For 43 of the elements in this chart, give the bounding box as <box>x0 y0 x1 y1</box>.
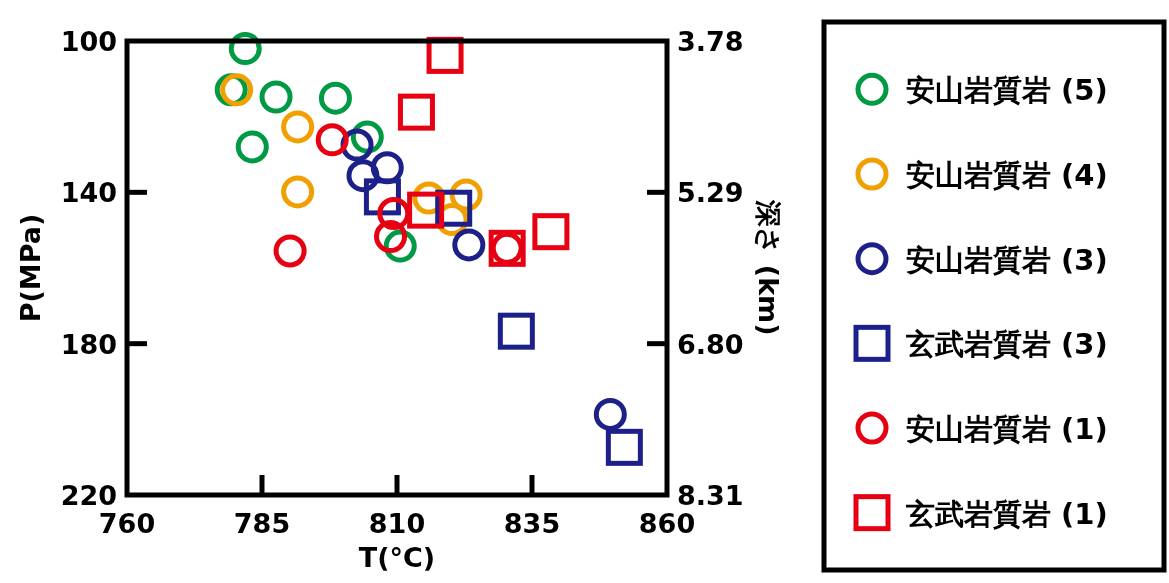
point <box>235 130 269 164</box>
y2-tick-label: 3.78 <box>677 26 744 57</box>
y-tick-label: 180 <box>60 328 117 360</box>
point <box>605 428 643 466</box>
point <box>259 80 293 114</box>
point <box>273 234 307 268</box>
point <box>346 159 380 193</box>
y-tick-label: 100 <box>60 26 117 57</box>
x-axis-title: T(°C) <box>358 542 436 573</box>
legend-label: 安山岩質岩 (5) <box>906 73 1108 108</box>
point <box>452 228 486 262</box>
y-axis-title: P(MPa) <box>15 213 46 323</box>
legend-label: 玄武岩質岩 (3) <box>905 327 1108 362</box>
point <box>397 93 435 131</box>
legend-label: 玄武岩質岩 (1) <box>905 496 1108 531</box>
y2-tick-label: 8.31 <box>677 480 744 511</box>
y-tick-label: 140 <box>60 177 117 209</box>
point <box>370 151 404 185</box>
legend-label: 安山岩質岩 (3) <box>906 242 1108 277</box>
x-tick-label: 760 <box>98 508 156 539</box>
point <box>593 397 627 431</box>
y2-tick-label: 6.80 <box>677 328 744 360</box>
y-tick-label: 220 <box>60 480 117 511</box>
x-tick-label: 860 <box>638 508 696 539</box>
point <box>281 110 315 144</box>
legend-label: 安山岩質岩 (4) <box>906 158 1108 192</box>
y2-tick-label: 5.29 <box>677 177 744 209</box>
x-tick-label: 810 <box>368 508 426 539</box>
x-tick-label: 785 <box>233 508 291 539</box>
point <box>220 73 254 107</box>
legend-label: 安山岩質岩 (1) <box>906 412 1108 446</box>
point <box>532 213 570 251</box>
point <box>318 81 352 115</box>
point <box>228 32 262 66</box>
y2-axis-title: 深さ (km) <box>753 199 784 336</box>
point <box>426 36 464 74</box>
point <box>281 175 315 209</box>
point <box>407 191 445 229</box>
point <box>315 123 349 157</box>
point <box>497 312 535 350</box>
x-tick-label: 835 <box>503 508 561 539</box>
point <box>363 178 401 216</box>
point <box>374 220 408 254</box>
